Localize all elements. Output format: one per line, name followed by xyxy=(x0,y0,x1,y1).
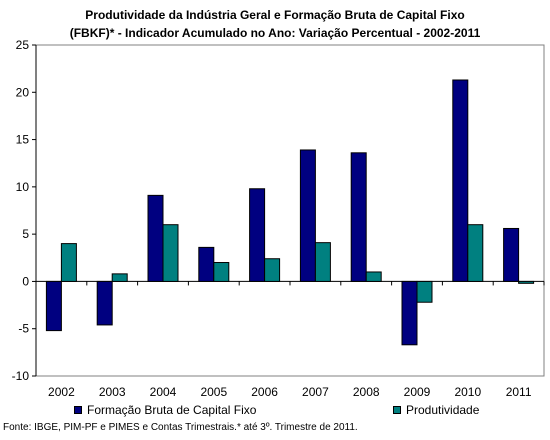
bar-fbkf-2007 xyxy=(299,149,316,282)
bar-produtividade-2007 xyxy=(314,242,331,282)
bar-fbkf-2002 xyxy=(45,280,62,332)
x-tick-label: 2009 xyxy=(404,385,431,399)
x-tick-label: 2004 xyxy=(150,385,177,399)
y-tick-label: -10 xyxy=(12,369,30,383)
bar-produtividade-2009 xyxy=(416,280,433,303)
y-tick-label: 0 xyxy=(22,274,29,288)
y-tick-label: 15 xyxy=(16,133,30,147)
bar-fbkf-2009 xyxy=(401,280,418,346)
bar-produtividade-2003 xyxy=(111,273,128,282)
bar-produtividade-2006 xyxy=(264,258,281,282)
x-tick-label: 2005 xyxy=(200,385,227,399)
y-tick-label: 25 xyxy=(16,38,30,52)
bar-fbkf-2010 xyxy=(452,79,469,282)
bar-fbkf-2005 xyxy=(198,246,215,282)
chart-subtitle: (FBKF)* - Indicador Acumulado no Ano: Va… xyxy=(69,26,481,40)
legend-item-fbkf: Formação Bruta de Capital Fixo xyxy=(74,403,256,417)
bar-produtividade-2010 xyxy=(467,224,484,282)
y-tick-label: 10 xyxy=(16,180,30,194)
bar-fbkf-2006 xyxy=(249,188,266,282)
x-tick-label: 2010 xyxy=(454,385,481,399)
bar-fbkf-2011 xyxy=(503,227,520,282)
legend-label-fbkf: Formação Bruta de Capital Fixo xyxy=(87,403,257,417)
x-tick-label: 2003 xyxy=(99,385,126,399)
bar-produtividade-2008 xyxy=(365,271,382,282)
y-tick-label: 5 xyxy=(22,227,29,241)
bar-fbkf-2008 xyxy=(350,152,367,282)
source-note: Fonte: IBGE, PIM-PF e PIMES e Contas Tri… xyxy=(3,422,358,433)
legend-item-produtividade: Produtividade xyxy=(393,403,479,417)
chart-title: Produtividade da Indústria Geral e Forma… xyxy=(85,8,465,22)
bar-fbkf-2003 xyxy=(96,280,113,326)
x-tick-label: 2007 xyxy=(302,385,329,399)
bar-fbkf-2004 xyxy=(147,194,164,282)
bar-produtividade-2004 xyxy=(162,224,179,282)
bar-produtividade-2005 xyxy=(213,262,230,282)
x-tick-label: 2002 xyxy=(48,385,75,399)
y-tick-label: -5 xyxy=(18,322,29,336)
legend-swatch-fbkf xyxy=(74,406,82,414)
bar-produtividade-2011 xyxy=(518,280,535,284)
x-tick-label: 2006 xyxy=(251,385,278,399)
legend-swatch-produtividade xyxy=(393,406,401,414)
y-tick-label: 20 xyxy=(16,85,30,99)
x-tick-label: 2011 xyxy=(506,385,532,399)
x-tick-label: 2008 xyxy=(353,385,380,399)
legend-label-produtividade: Produtividade xyxy=(406,403,480,417)
bar-produtividade-2002 xyxy=(60,243,77,282)
